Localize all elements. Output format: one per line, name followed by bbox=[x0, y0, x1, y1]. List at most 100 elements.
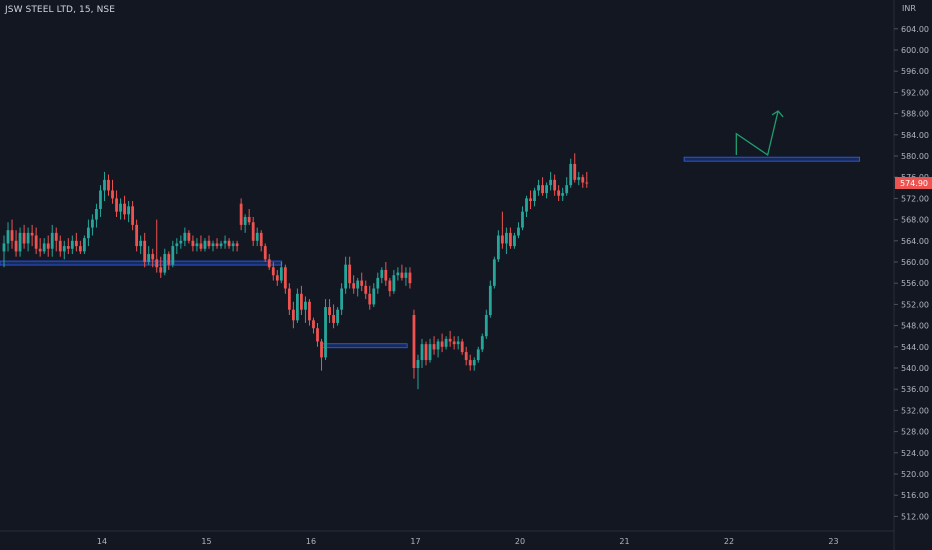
candle-body bbox=[356, 280, 360, 289]
candle-body bbox=[175, 243, 179, 247]
last-price-label: 574.90 bbox=[900, 179, 928, 188]
candle bbox=[131, 201, 135, 231]
x-tick-label: 21 bbox=[619, 537, 629, 546]
candle bbox=[139, 235, 143, 255]
candle bbox=[99, 185, 102, 217]
candle bbox=[440, 333, 444, 353]
y-tick-label: 572.00 bbox=[901, 194, 929, 203]
candle-body bbox=[505, 232, 508, 244]
candle-body bbox=[227, 240, 231, 247]
candle bbox=[255, 227, 259, 247]
candle-body bbox=[78, 246, 82, 252]
candle bbox=[408, 267, 412, 289]
candle bbox=[336, 307, 339, 326]
candle-body bbox=[223, 240, 227, 244]
candle bbox=[344, 256, 348, 294]
candle-body bbox=[380, 269, 384, 278]
candle bbox=[308, 299, 311, 326]
candle bbox=[30, 224, 34, 247]
candle-body bbox=[207, 240, 211, 247]
candle-body bbox=[119, 203, 122, 212]
candle bbox=[460, 338, 464, 355]
candle-body bbox=[215, 243, 219, 247]
arrow-head bbox=[771, 110, 784, 118]
candle bbox=[38, 238, 42, 257]
candle-body bbox=[408, 272, 412, 284]
y-tick-label: 580.00 bbox=[901, 152, 929, 161]
candle-body bbox=[2, 243, 6, 252]
y-tick-label: 528.00 bbox=[901, 428, 929, 437]
candle-body bbox=[468, 360, 472, 366]
candle-body bbox=[492, 259, 496, 286]
candle-body bbox=[561, 193, 565, 196]
candle-body bbox=[95, 209, 98, 220]
candle bbox=[167, 251, 171, 270]
candle bbox=[283, 264, 287, 294]
candle bbox=[95, 203, 98, 228]
candle bbox=[10, 219, 14, 249]
candle-body bbox=[553, 179, 557, 191]
candle bbox=[6, 222, 10, 252]
y-tick-label: 556.00 bbox=[901, 279, 929, 288]
candle bbox=[464, 346, 468, 366]
chart-title: JSW STEEL LTD, 15, NSE bbox=[5, 5, 115, 15]
candle-body bbox=[179, 240, 183, 244]
x-tick-label: 15 bbox=[201, 537, 211, 546]
candle-body bbox=[87, 227, 90, 239]
candle-body bbox=[517, 227, 520, 236]
candle bbox=[263, 243, 267, 262]
candle bbox=[529, 190, 532, 209]
candle bbox=[300, 285, 303, 315]
candle-body bbox=[424, 344, 428, 361]
candle bbox=[58, 235, 62, 257]
y-tick-label: 540.00 bbox=[901, 364, 929, 373]
candle-body bbox=[480, 336, 484, 350]
candle-body bbox=[267, 259, 271, 268]
candle bbox=[82, 235, 86, 255]
candle-body bbox=[396, 272, 400, 276]
candle-body bbox=[316, 328, 319, 342]
candle-body bbox=[103, 179, 106, 191]
candle-body bbox=[585, 182, 589, 184]
candle-body bbox=[416, 360, 420, 368]
candle-body bbox=[368, 293, 372, 305]
candle bbox=[287, 283, 291, 315]
y-tick-label: 532.00 bbox=[901, 406, 929, 415]
candle bbox=[396, 267, 400, 281]
candle bbox=[223, 235, 227, 249]
candle bbox=[320, 338, 323, 371]
y-tick-label: 512.00 bbox=[901, 512, 929, 521]
candle bbox=[416, 354, 420, 390]
candle-body bbox=[428, 344, 432, 361]
candle-body bbox=[283, 267, 287, 289]
candle bbox=[488, 280, 492, 318]
candle-body bbox=[484, 315, 488, 337]
candle bbox=[42, 238, 46, 255]
candle bbox=[557, 185, 561, 202]
candle-body bbox=[304, 301, 307, 310]
candle-body bbox=[573, 163, 577, 180]
candle-body bbox=[10, 230, 14, 241]
candle bbox=[243, 214, 247, 233]
candle bbox=[456, 336, 460, 350]
candle-body bbox=[62, 246, 66, 252]
candle-body bbox=[291, 309, 295, 321]
candle-body bbox=[135, 224, 139, 247]
candle bbox=[372, 283, 376, 308]
candle bbox=[179, 235, 183, 249]
candle bbox=[553, 174, 557, 196]
candle-body bbox=[376, 277, 380, 289]
last-price-tag bbox=[895, 177, 932, 190]
candle-body bbox=[6, 230, 10, 244]
candle bbox=[328, 299, 331, 323]
candle bbox=[352, 275, 356, 294]
candle bbox=[565, 177, 569, 196]
candle-body bbox=[312, 320, 315, 329]
candle-body bbox=[235, 243, 239, 247]
candle bbox=[472, 357, 476, 371]
candle bbox=[46, 235, 50, 257]
candle-body bbox=[324, 307, 327, 358]
candle bbox=[247, 209, 251, 225]
